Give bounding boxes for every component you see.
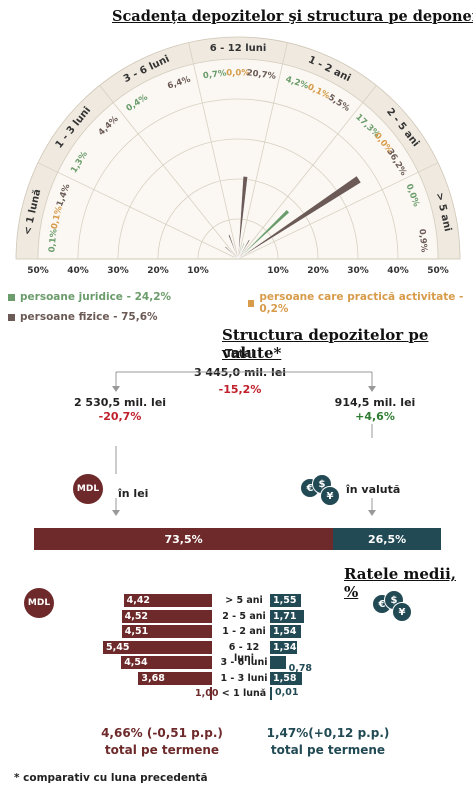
fx-rate-label: 0,78 [288, 663, 313, 674]
valuta-change: +4,6% [355, 410, 395, 423]
fx-rate-bar: 1,58 [270, 671, 302, 685]
polar-bar [237, 242, 245, 260]
total-label: Total [224, 347, 256, 360]
polar-background [38, 59, 438, 259]
fx-rate-bar [270, 656, 286, 669]
share-bar-valuta: 26,5% [333, 528, 441, 550]
sector-value-label: 0,0% [226, 69, 250, 79]
fx-rate-bar [270, 687, 272, 700]
lei-rate-bar: 4,52 [121, 609, 212, 623]
lei-rate-bar: 3,68 [138, 671, 212, 685]
rates-currency-icon: € $ ¥ [372, 590, 412, 622]
rates-mdl-badge: MDL [24, 588, 54, 618]
axis-tick-label: 30% [107, 266, 129, 276]
fx-rate-bar: 1,54 [270, 625, 301, 638]
mdl-badge: MDL [73, 474, 103, 504]
share-valuta-label: 26,5% [367, 532, 407, 546]
grid-circle [157, 178, 319, 260]
lei-total-rate: 4,66% (-0,51 p.p.) [101, 726, 223, 740]
axis-tick-label: 10% [267, 266, 289, 276]
lei-change: -20,7% [98, 410, 142, 423]
share-lei-label: 73,5% [164, 532, 203, 546]
legend-fizice: persoane fizice - 75,6% [8, 311, 158, 323]
axis-tick-label: 30% [347, 266, 369, 276]
valuta-value: 914,5 mil. lei [334, 396, 416, 409]
total-change: -15,2% [218, 383, 262, 396]
sector-divider [237, 162, 439, 260]
axis-tick-label: 50% [27, 266, 49, 276]
sector-value-label: 0,9% [416, 228, 428, 253]
legend-activitate: persoane care practică activitate - 0,2% [248, 291, 473, 315]
lei-total-label: total pe termene [104, 743, 220, 757]
axis-tick-label: 40% [67, 266, 89, 276]
fx-rate-bar: 1,34 [270, 640, 297, 654]
fx-total-label: total pe termene [270, 743, 386, 757]
axis-tick-label: 50% [427, 266, 449, 276]
term-label: 1 - 3 luni [220, 672, 268, 684]
legend-juridice-label: persoane juridice - 24,2% [20, 291, 172, 303]
axis-tick-label: 20% [147, 266, 169, 276]
lei-rate-bar: 5,45 [103, 640, 212, 654]
fx-total-rate: 1,47%(+0,12 p.p.) [266, 726, 390, 740]
fx-rate-bar: 1,55 [270, 594, 301, 607]
lei-rate-bar: 1,00 [192, 687, 218, 700]
sector-value-label: 0,1% [47, 228, 59, 253]
fx-rate-label: 0,01 [275, 687, 299, 698]
term-label: 3 - 6 luni [220, 657, 268, 668]
legend-juridice: persoane juridice - 24,2% [8, 291, 171, 303]
term-label: > 5 ani [225, 595, 263, 606]
share-bar-lei: 73,5% [34, 528, 334, 550]
fx-rate-bar: 1,71 [270, 609, 305, 623]
term-label: 1 - 2 ani [222, 626, 266, 637]
rates-title: Ratele medii, % [344, 565, 456, 601]
sector-divider [188, 42, 239, 260]
axis-tick-label: 40% [387, 266, 409, 276]
polar-bar [228, 234, 239, 260]
term-label: 2 - 5 ani [222, 610, 266, 622]
sector-divider [237, 42, 288, 260]
polar-bar [224, 246, 239, 260]
grid-circle [197, 218, 279, 260]
valuta-label: în valută [346, 483, 401, 496]
term-label: 6 - 12 luni [228, 641, 260, 664]
rates-chart: 4,42 > 5 ani 1,55 4,52 2 - 5 ani 1,71 4,51 1 - … [0, 594, 473, 714]
polar-bar [237, 176, 248, 260]
lei-label: în lei [118, 487, 149, 500]
currency-coins-icon: € $ ¥ [300, 474, 340, 506]
lei-value: 2 530,5 mil. lei [73, 396, 167, 409]
lei-rate-bar: 4,51 [121, 625, 212, 638]
sector-divider [37, 162, 239, 260]
grid-circle [37, 58, 439, 260]
polar-bar [237, 209, 290, 260]
share-bar: 73,5% 26,5% [34, 528, 441, 550]
polar-bar [237, 239, 251, 260]
grid-circle [117, 138, 359, 260]
axis-tick-label: 10% [187, 266, 209, 276]
split-connector [112, 371, 376, 516]
currency-title: Structura depozitelor pe valute* [222, 326, 429, 362]
sector-divider [237, 85, 377, 260]
legend-juridice-swatch [8, 293, 15, 301]
polar-chart-title: Scadența depozitelor şi structura pe dep… [112, 8, 473, 25]
sector-value-label: 0,7% [202, 68, 227, 81]
axis-tick-label: 20% [307, 266, 329, 276]
legend-fizice-swatch [8, 313, 15, 321]
sector-value-label: 20,7% [246, 68, 277, 82]
sector-label: 6 - 12 luni [210, 43, 267, 54]
sector-divider [99, 85, 239, 260]
footnote: * comparativ cu luna precedentă [14, 772, 208, 784]
lei-rate-bar: 4,42 [123, 594, 212, 607]
legend-activitate-swatch [248, 299, 255, 307]
polar-bar [237, 175, 362, 260]
grid-circle [77, 98, 399, 260]
legend-activitate-label: persoane care practică activitate - 0,2% [259, 291, 464, 315]
legend-fizice-label: persoane fizice - 75,6% [20, 311, 158, 323]
lei-rate-bar: 4,54 [121, 656, 212, 669]
term-label: < 1 lună [221, 688, 267, 699]
